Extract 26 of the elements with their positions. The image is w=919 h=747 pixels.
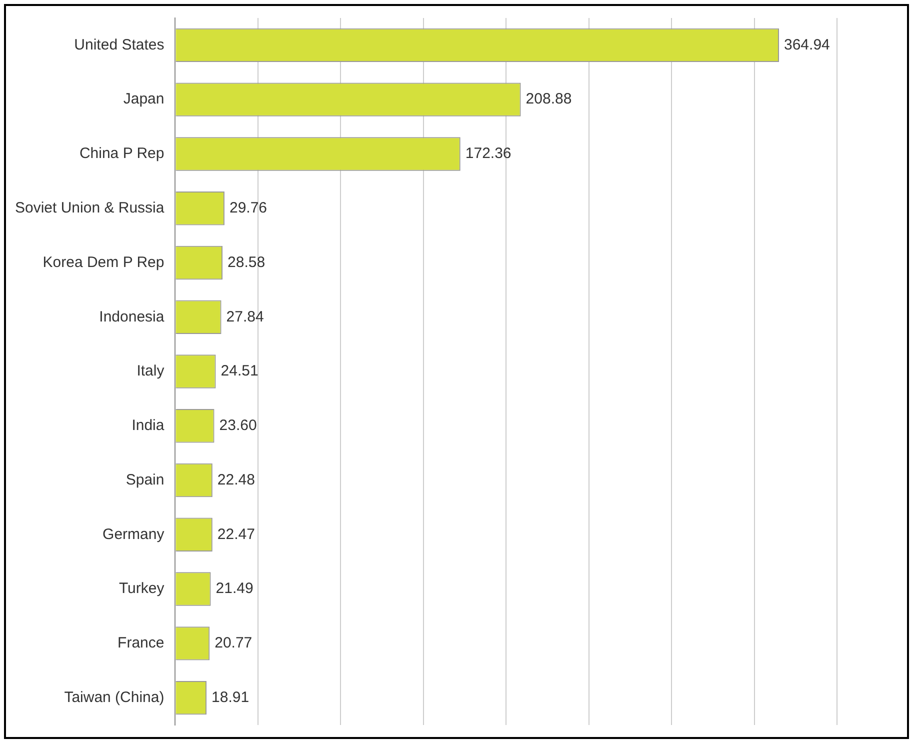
y-tick-label: France — [118, 634, 164, 652]
data-label: 27.84 — [226, 308, 264, 326]
data-label: 24.51 — [220, 362, 258, 380]
data-label: 20.77 — [214, 634, 252, 652]
y-tick-label: Germany — [102, 526, 165, 543]
data-label: 29.76 — [229, 199, 268, 216]
y-tick-label: Korea Dem P Rep — [42, 254, 164, 271]
y-tick-label: Indonesia — [99, 308, 165, 326]
data-label: 23.60 — [219, 417, 257, 434]
y-tick-label: India — [132, 417, 165, 434]
y-tick-label: Taiwan (China) — [64, 688, 164, 706]
data-label: 172.36 — [465, 145, 512, 162]
data-label: 21.49 — [216, 580, 254, 598]
y-tick-label: United States — [74, 36, 164, 54]
data-label: 364.94 — [784, 36, 830, 54]
data-label: 22.47 — [217, 526, 255, 543]
data-label: 208.88 — [526, 90, 572, 108]
y-tick-label: Turkey — [118, 580, 165, 598]
y-tick-label: Japan — [123, 90, 164, 108]
y-tick-label: Soviet Union & Russia — [14, 199, 165, 216]
y-tick-label: Italy — [136, 362, 165, 380]
data-label: 28.58 — [228, 254, 266, 271]
y-tick-label: Spain — [126, 471, 164, 488]
y-tick-label: China P Rep — [79, 145, 164, 162]
data-label: 18.91 — [212, 688, 250, 706]
data-label: 22.48 — [217, 471, 255, 488]
